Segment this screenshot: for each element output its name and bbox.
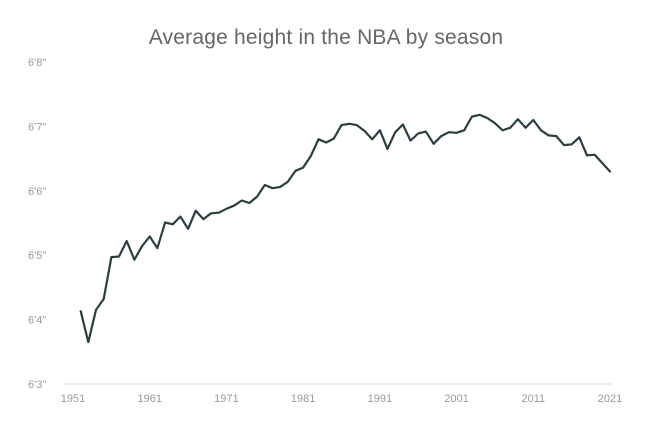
series-line xyxy=(79,113,612,344)
x-tick-label: 2001 xyxy=(444,393,468,405)
y-tick-label: 6'3" xyxy=(28,379,46,391)
series-layer xyxy=(79,113,612,344)
x-tick-label: 1981 xyxy=(291,393,315,405)
y-tick-label: 6'5" xyxy=(28,250,46,262)
x-tick-label: 1991 xyxy=(368,393,392,405)
x-tick-label: 1961 xyxy=(137,393,161,405)
x-tick-label: 1971 xyxy=(214,393,238,405)
x-tick-label: 1951 xyxy=(61,393,85,405)
x-tick-label: 2011 xyxy=(521,393,545,405)
x-tick-label: 2021 xyxy=(598,393,622,405)
y-tick-label: 6'7" xyxy=(28,121,46,133)
y-tick-label: 6'8" xyxy=(28,57,46,69)
y-tick-label: 6'4" xyxy=(28,315,46,327)
y-axis: 6'3" 6'4" 6'5" 6'6" 6'7" 6'8" xyxy=(28,57,46,391)
x-axis: 1951 1961 1971 1981 1991 2001 2011 2021 xyxy=(61,393,622,405)
chart-title: Average height in the NBA by season xyxy=(148,26,504,49)
y-tick-label: 6'6" xyxy=(28,186,46,198)
